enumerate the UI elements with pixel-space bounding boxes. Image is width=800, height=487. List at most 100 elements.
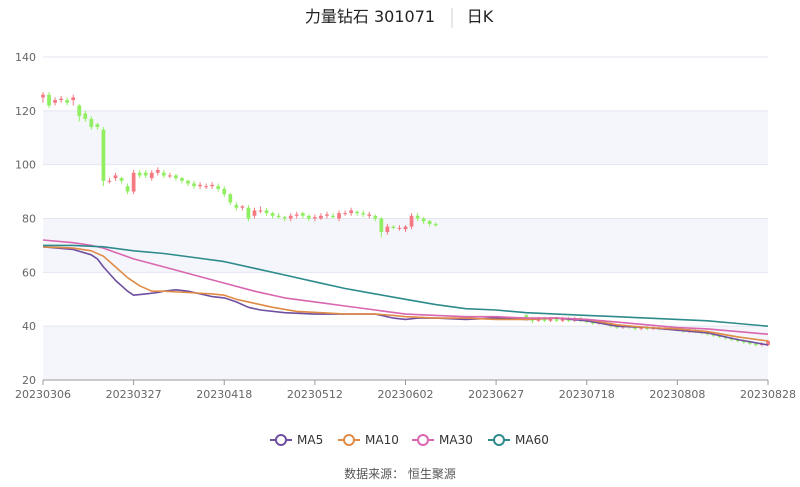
x-tick-label: 20230808 <box>649 388 705 401</box>
candle <box>409 213 414 230</box>
candle <box>186 179 190 187</box>
candle <box>264 207 269 216</box>
candle-body <box>101 129 106 181</box>
candle-body <box>748 342 752 344</box>
candle <box>131 170 136 195</box>
candle <box>246 205 251 222</box>
candle-body <box>276 215 281 218</box>
series-line-ma60 <box>43 244 769 327</box>
x-tick-label: 20230627 <box>468 388 524 401</box>
candle-body <box>337 213 341 219</box>
candle-body <box>325 214 329 216</box>
candle <box>119 176 124 184</box>
legend-marker <box>493 434 505 446</box>
candle-body <box>343 213 347 215</box>
candle-body <box>421 218 426 222</box>
candle <box>325 211 329 219</box>
candle <box>319 213 323 220</box>
candle-body <box>155 170 160 173</box>
chart-title-period: 日K <box>467 7 494 26</box>
candle-body <box>361 213 366 215</box>
candle-body <box>639 327 643 329</box>
candle <box>288 213 293 222</box>
candle-body <box>186 180 190 184</box>
candle <box>294 211 299 219</box>
candle-body <box>554 318 559 321</box>
legend-marker <box>343 434 355 446</box>
y-tick-label: 120 <box>15 105 36 118</box>
candle-body <box>240 206 245 208</box>
candle <box>113 172 118 181</box>
candle-body <box>204 186 208 188</box>
candle <box>95 122 100 130</box>
series-line-ma10 <box>42 246 769 342</box>
candle-body <box>246 207 251 219</box>
candle <box>204 183 208 189</box>
candle <box>161 170 166 179</box>
candle-body <box>403 226 408 230</box>
candle <box>101 126 106 187</box>
candle <box>89 116 94 130</box>
candle-body <box>210 184 215 187</box>
legend-item-ma60[interactable]: MA60 <box>488 433 549 447</box>
candle <box>216 183 221 192</box>
candle-body <box>379 218 384 232</box>
legend-label: MA60 <box>515 433 549 447</box>
candle-body <box>174 175 178 179</box>
candle-body <box>252 210 257 216</box>
candle-body <box>319 215 323 219</box>
candle <box>421 217 426 224</box>
candle <box>77 104 82 122</box>
candle-body <box>113 175 118 179</box>
candle-body <box>125 186 130 192</box>
y-axis: 20 40 60 80 100 120 140 <box>15 51 36 387</box>
y-tick-label: 20 <box>22 374 36 387</box>
candle-body <box>65 100 70 103</box>
candle <box>415 213 420 222</box>
candle <box>155 167 160 176</box>
candle-body <box>143 172 148 176</box>
candle <box>240 205 245 211</box>
candle-body <box>180 178 184 181</box>
candle-body <box>409 215 414 227</box>
y-tick-label: 100 <box>15 159 36 172</box>
candle <box>198 182 202 189</box>
candle-body <box>313 217 317 219</box>
candle <box>258 206 263 214</box>
legend-item-ma30[interactable]: MA30 <box>412 433 473 447</box>
candle <box>192 180 196 189</box>
candle-body <box>433 223 438 226</box>
y-tick-label: 40 <box>22 320 36 333</box>
candle-body <box>373 215 378 219</box>
candle-body <box>89 118 94 127</box>
candle <box>71 94 76 106</box>
candle <box>337 210 341 222</box>
candle-body <box>270 213 275 216</box>
candle-body <box>222 188 227 195</box>
candle-body <box>542 318 547 321</box>
candle <box>270 211 275 219</box>
legend-item-ma5[interactable]: MA5 <box>270 433 323 447</box>
legend-label: MA5 <box>297 433 323 447</box>
candle-body <box>294 214 299 216</box>
candle-body <box>288 215 293 219</box>
chart-title-stock: 力量钻石 301071 <box>305 7 435 26</box>
candle <box>168 172 172 179</box>
y-tick-label: 60 <box>22 266 36 279</box>
candle <box>355 210 360 216</box>
candle-body <box>548 318 553 321</box>
candle <box>385 223 390 235</box>
candle-body <box>258 210 263 212</box>
candle-body <box>47 94 51 106</box>
legend-item-ma10[interactable]: MA10 <box>338 433 399 447</box>
data-source: 数据来源： 恒生聚源 <box>344 466 456 481</box>
candle-body <box>41 94 45 98</box>
candle <box>343 210 347 216</box>
candle-body <box>95 124 100 127</box>
candle-body <box>137 172 142 176</box>
candle-body <box>331 215 335 218</box>
candle-body <box>306 215 311 219</box>
x-tick-label: 20230327 <box>106 388 162 401</box>
